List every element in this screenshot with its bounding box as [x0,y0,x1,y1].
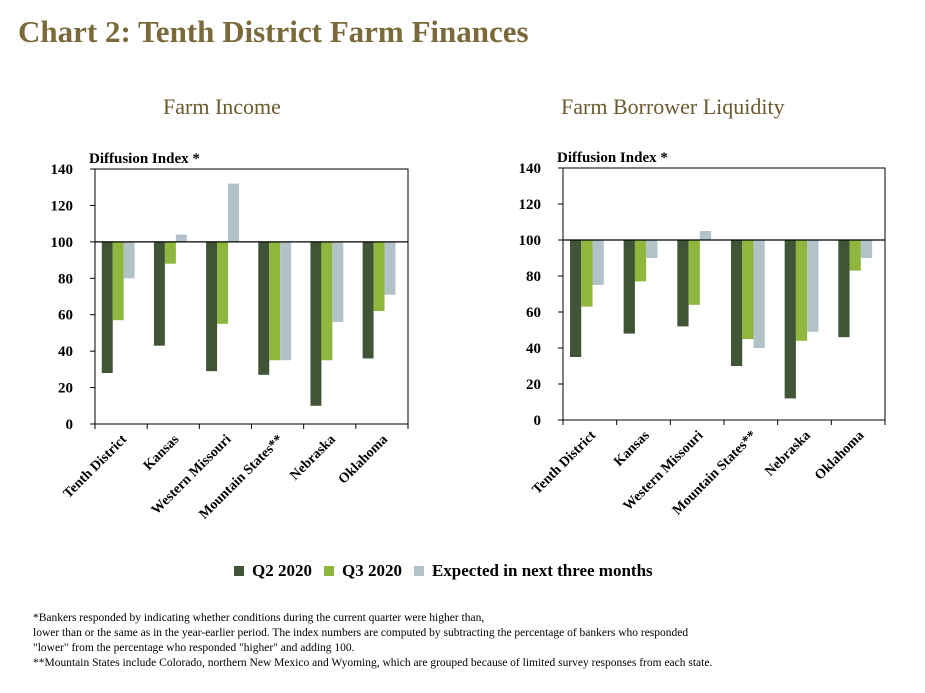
legend-label-q2: Q2 2020 [252,561,312,580]
income-bar-expected [175,234,187,242]
income-bar-q3 [217,241,229,324]
income-y-axis-label: Diffusion Index * [89,151,200,167]
income-bar-q2 [362,241,374,359]
income-bar-q3 [164,241,176,264]
income-bar-q3 [373,241,385,312]
income-y-tick-label: 40 [58,344,73,360]
income-y-tick-label: 0 [66,417,74,433]
income-y-tick-label: 20 [58,381,73,397]
income-bar-expected [384,241,396,295]
income-bar-expected [228,183,239,242]
legend-item-q2: Q2 2020 [234,561,312,581]
footnote-line: "lower" from the percentage who responde… [33,642,355,654]
income-bar-q3 [112,241,124,321]
income-x-tick-label: Kansas [141,432,183,474]
income-bar-q2 [101,241,113,373]
chart-legend: Q2 2020 Q3 2020 Expected in next three m… [234,560,665,582]
income-y-tick-label: 60 [58,308,73,324]
income-bar-q3 [321,241,333,361]
legend-label-expected: Expected in next three months [431,561,653,580]
income-bar-q3 [269,241,281,361]
legend-swatch-q3 [323,566,334,576]
income-y-tick-label: 80 [58,271,73,287]
income-x-tick-label: Nebraska [288,432,339,483]
income-bar-q2 [153,241,165,346]
legend-item-expected: Expected in next three months [413,561,653,581]
farm-income-title: Farm Income [163,94,281,119]
income-bar-expected [332,241,344,322]
income-x-tick-label: Oklahoma [336,432,391,487]
footnote-line: lower than or the same as in the year-ea… [33,627,689,639]
income-x-tick-label: Tenth District [61,432,131,502]
income-bar-q2 [310,241,322,406]
legend-swatch-q2 [234,566,244,576]
income-y-tick-label: 140 [51,162,74,178]
income-plot-frame [94,168,409,425]
income-y-tick-label: 120 [51,198,74,214]
legend-label-q3: Q3 2020 [341,561,402,580]
footnote-line: **Mountain States include Colorado, nort… [33,657,713,669]
footnote-line: *Bankers responded by indicating whether… [33,612,485,624]
income-bar-expected [123,241,135,279]
borrower-liquidity-title: Farm Borrower Liquidity [561,94,785,119]
page-title: Chart 2: Tenth District Farm Finances [18,14,529,49]
income-bar-q2 [206,241,218,372]
income-y-tick-label: 100 [51,235,74,251]
income-bar-expected [280,241,292,361]
income-bar-q2 [258,241,270,375]
footnotes: *Bankers responded by indicating whether… [33,611,913,671]
legend-item-q3: Q3 2020 [323,561,402,581]
legend-swatch-expected [413,566,424,576]
